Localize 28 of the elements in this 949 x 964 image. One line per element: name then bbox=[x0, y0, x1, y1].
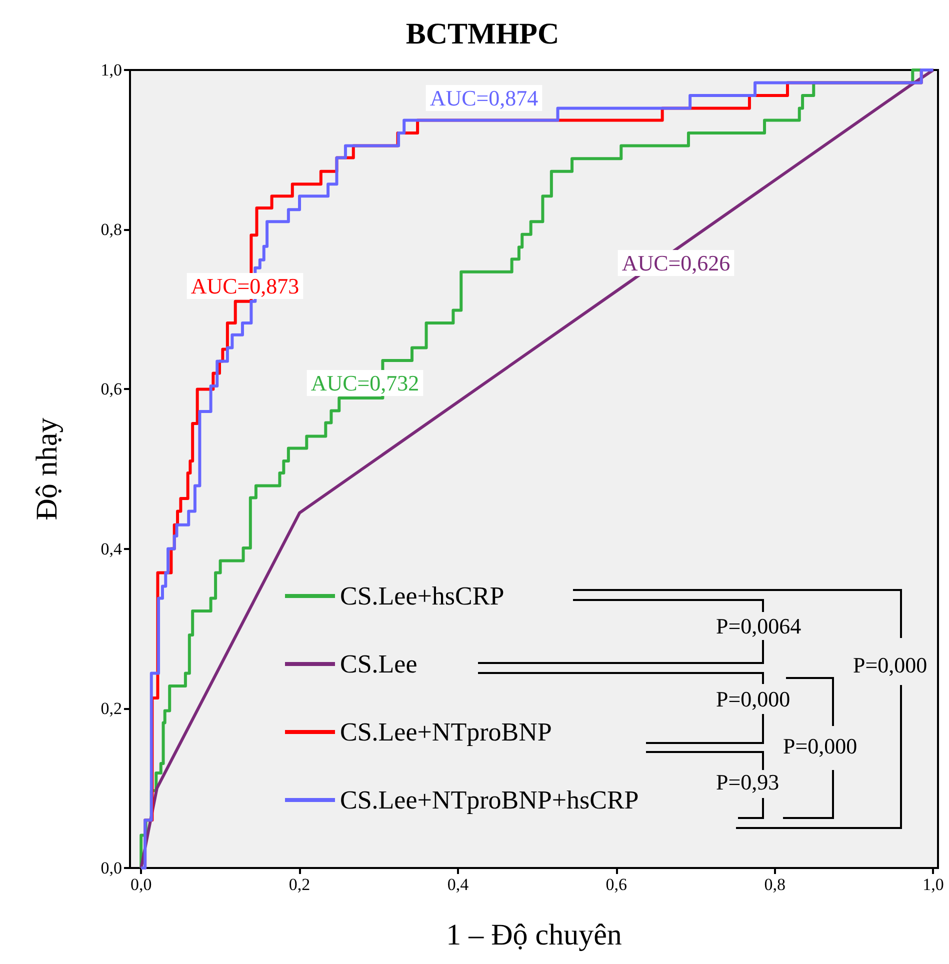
annotation: P=0,93 bbox=[716, 770, 780, 794]
chart-title: BCTMHPC bbox=[406, 18, 560, 50]
annotation: AUC=0,873 bbox=[190, 274, 300, 298]
y-tick-label: 1,0 bbox=[100, 60, 122, 80]
annotation: P=0,0064 bbox=[716, 614, 802, 638]
annotation: P=0,000 bbox=[853, 652, 928, 678]
x-tick-label: 0,8 bbox=[764, 875, 786, 894]
legend-label: CS.Lee+NTproBNP+hsCRP bbox=[340, 786, 639, 814]
x-axis-title: 1 – Độ chuyên bbox=[446, 918, 622, 952]
y-tick-label: 0,2 bbox=[100, 698, 122, 718]
x-tick-label: 0,6 bbox=[606, 875, 628, 894]
x-tick-label: 0,0 bbox=[130, 875, 152, 894]
legend-label: CS.Lee+hsCRP bbox=[340, 582, 504, 610]
y-tick-label: 0,0 bbox=[100, 858, 122, 878]
legend-label: CS.Lee bbox=[340, 650, 418, 678]
annotation: P=0,000 bbox=[783, 734, 858, 758]
annotation: AUC=0,874 bbox=[430, 86, 538, 110]
y-axis-title: Độ nhạy bbox=[30, 418, 64, 520]
legend-label: CS.Lee+NTproBNP bbox=[340, 718, 552, 746]
x-tick-label: 0,2 bbox=[288, 875, 310, 894]
annotation: P=0,000 bbox=[716, 686, 790, 712]
x-tick-label: 1,0 bbox=[922, 875, 944, 894]
y-tick-label: 0,4 bbox=[100, 539, 122, 558]
y-tick-label: 0,8 bbox=[100, 220, 122, 240]
annotation: AUC=0,732 bbox=[310, 370, 420, 396]
x-tick-label: 0,4 bbox=[447, 875, 470, 894]
annotation: AUC=0,626 bbox=[622, 250, 730, 276]
y-tick-label: 0,6 bbox=[100, 380, 122, 399]
